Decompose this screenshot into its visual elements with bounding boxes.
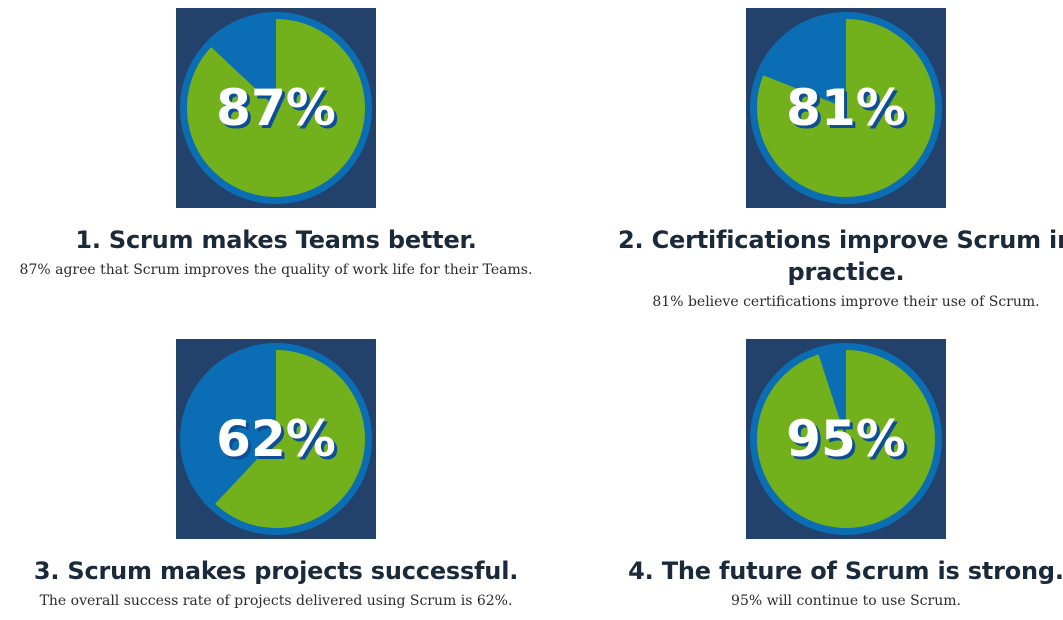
stat-title-3: 3. Scrum makes projects successful. xyxy=(33,557,519,585)
stat-description-3: The overall success rate of projects del… xyxy=(39,593,513,609)
pie-chart-tile-4: 95% 95% xyxy=(746,339,946,539)
pie-value-label-shadow: 81% xyxy=(789,82,909,140)
pie-value-label: 87% xyxy=(216,79,336,137)
pie-slice-value xyxy=(186,19,365,197)
stat-title-1: 1. Scrum makes Teams better. xyxy=(75,226,477,254)
stat-card-2: 81% 81% 2. Certifications improve Scrum i… xyxy=(586,8,1063,312)
pie-value-label: 81% xyxy=(786,79,906,137)
pie-chart-2: 81%81% xyxy=(750,12,942,204)
pie-slice-value xyxy=(215,350,365,528)
pie-value-label-shadow: 95% xyxy=(789,413,909,471)
stat-card-3: 62% 62% 3. Scrum makes projects successfu… xyxy=(16,339,536,611)
stat-description-2: 81% believe certifications improve their… xyxy=(652,294,1040,310)
pie-chart-4: 95%95% xyxy=(750,343,942,535)
stat-title-2: 2. Certifications improve Scrum in pract… xyxy=(618,226,1063,286)
pie-value-label: 62% xyxy=(216,410,336,468)
pie-value-label-shadow: 87% xyxy=(219,82,339,140)
pie-value-label-shadow: 62% xyxy=(219,413,339,471)
pie-chart-tile-2: 81% 81% xyxy=(746,8,946,208)
pie-value-label: 95% xyxy=(786,410,906,468)
pie-chart-tile-1: 87% 87% xyxy=(176,8,376,208)
pie-chart-1: 87%87% xyxy=(180,12,372,204)
stat-description-1: 87% agree that Scrum improves the qualit… xyxy=(19,262,533,278)
pie-slice-value xyxy=(757,19,935,197)
stat-description-4: 95% will continue to use Scrum. xyxy=(731,593,961,609)
stat-card-4: 95% 95% 4. The future of Scrum is strong.… xyxy=(586,339,1063,611)
stat-title-4: 4. The future of Scrum is strong. xyxy=(628,557,1063,585)
pie-slice-value xyxy=(757,350,935,528)
pie-chart-tile-3: 62% 62% xyxy=(176,339,376,539)
stat-card-1: 87% 87% 1. Scrum makes Teams better. 87% … xyxy=(16,8,536,280)
pie-chart-3: 62%62% xyxy=(180,343,372,535)
